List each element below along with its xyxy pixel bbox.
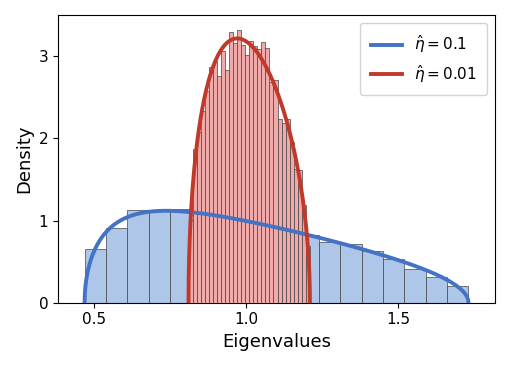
Bar	[84, 249, 106, 303]
Bar	[212, 61, 216, 303]
Bar	[340, 244, 361, 303]
Bar	[446, 286, 467, 303]
Bar	[229, 32, 233, 303]
$\hat{\eta} = 0.01$	[185, 300, 191, 305]
Bar	[200, 111, 204, 303]
Bar	[169, 209, 191, 303]
Bar	[257, 49, 261, 303]
Bar	[127, 210, 148, 303]
Bar	[148, 210, 169, 303]
Bar	[277, 119, 281, 303]
$\hat{\eta} = 0.1$	[81, 300, 88, 305]
$\hat{\eta} = 0.01$	[237, 37, 243, 41]
Bar	[281, 123, 285, 303]
Legend: $\hat{\eta} = 0.1$, $\hat{\eta} = 0.01$: $\hat{\eta} = 0.1$, $\hat{\eta} = 0.01$	[359, 23, 487, 96]
Bar	[276, 226, 297, 303]
Bar	[188, 220, 192, 303]
$\hat{\eta} = 0.01$	[199, 106, 205, 111]
$\hat{\eta} = 0.01$	[304, 240, 310, 245]
Line: $\hat{\eta} = 0.01$: $\hat{\eta} = 0.01$	[188, 38, 309, 303]
$\hat{\eta} = 0.1$	[457, 287, 463, 292]
$\hat{\eta} = 0.01$	[206, 75, 212, 80]
Bar	[273, 80, 277, 303]
$\hat{\eta} = 0.1$	[229, 216, 235, 220]
$\hat{\eta} = 0.1$	[148, 209, 154, 214]
Bar	[224, 70, 229, 303]
Bar	[212, 221, 234, 303]
Bar	[204, 91, 208, 303]
Bar	[289, 142, 293, 303]
Bar	[245, 55, 249, 303]
Bar	[297, 170, 301, 303]
Bar	[106, 228, 127, 303]
Bar	[319, 242, 340, 303]
Bar	[208, 67, 212, 303]
$\hat{\eta} = 0.1$	[245, 219, 251, 224]
X-axis label: Eigenvalues: Eigenvalues	[221, 333, 330, 351]
Bar	[297, 235, 319, 303]
Bar	[293, 169, 297, 303]
$\hat{\eta} = 0.1$	[464, 300, 470, 305]
Y-axis label: Density: Density	[15, 124, 33, 193]
$\hat{\eta} = 0.1$	[163, 209, 169, 213]
Bar	[404, 269, 425, 303]
Bar	[237, 30, 241, 303]
Bar	[425, 277, 446, 303]
Bar	[220, 52, 224, 303]
Line: $\hat{\eta} = 0.1$: $\hat{\eta} = 0.1$	[84, 211, 467, 303]
$\hat{\eta} = 0.01$	[306, 300, 313, 305]
Bar	[301, 205, 305, 303]
Bar	[254, 229, 276, 303]
$\hat{\eta} = 0.1$	[125, 214, 131, 219]
Bar	[241, 45, 245, 303]
Bar	[234, 219, 254, 303]
Bar	[216, 76, 220, 303]
Bar	[382, 259, 404, 303]
Bar	[196, 132, 200, 303]
Bar	[253, 46, 257, 303]
Bar	[233, 43, 237, 303]
Bar	[261, 42, 265, 303]
$\hat{\eta} = 0.01$	[291, 150, 297, 154]
Bar	[305, 246, 309, 303]
$\hat{\eta} = 0.1$	[416, 265, 422, 270]
Bar	[191, 214, 212, 303]
Bar	[269, 82, 273, 303]
Bar	[265, 48, 269, 303]
Bar	[192, 149, 196, 303]
Bar	[285, 119, 289, 303]
$\hat{\eta} = 0.01$	[234, 36, 240, 41]
$\hat{\eta} = 0.01$	[232, 36, 238, 41]
Bar	[249, 41, 253, 303]
Bar	[361, 251, 382, 303]
